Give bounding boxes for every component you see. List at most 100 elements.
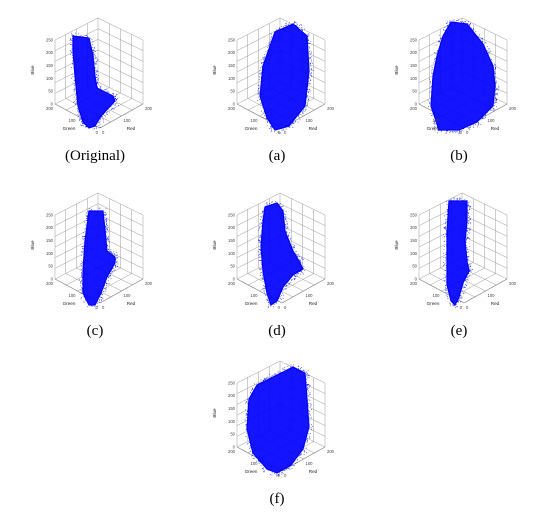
- z-tick-label: 150: [228, 63, 236, 68]
- x-tick-label: 0: [466, 305, 469, 310]
- y-tick-label: 200: [410, 106, 418, 111]
- x-axis-label: Red: [491, 126, 500, 131]
- point-cloud: [446, 200, 470, 307]
- y-tick-label: 200: [46, 106, 54, 111]
- x-axis-label: Red: [309, 469, 318, 474]
- y-tick-label: 0: [96, 130, 99, 135]
- y-axis-label: Green: [427, 301, 440, 306]
- scatter3d-panel-f: 0 50 100 150 200 250 0 0 100 100 200 200 Blue Green Re…: [192, 355, 362, 480]
- z-tick-label: 150: [228, 406, 236, 411]
- z-axis-label: Blue: [212, 65, 217, 75]
- point-cloud-scatter: [244, 364, 313, 477]
- z-tick-label: 250: [228, 37, 236, 42]
- z-tick-label: 100: [228, 76, 236, 81]
- z-tick-label: 150: [410, 63, 418, 68]
- z-tick-label: 50: [230, 432, 235, 437]
- point-cloud: [260, 202, 304, 306]
- y-axis-label: Green: [63, 301, 76, 306]
- y-tick-label: 100: [251, 293, 259, 298]
- x-axis-label: Red: [309, 301, 318, 306]
- y-tick-label: 100: [69, 118, 77, 123]
- z-tick-label: 50: [230, 264, 235, 269]
- y-tick-label: 100: [433, 118, 441, 123]
- x-tick-label: 100: [488, 293, 496, 298]
- x-tick-label: 100: [306, 118, 314, 123]
- y-tick-label: 100: [251, 461, 259, 466]
- z-tick-label: 100: [410, 76, 418, 81]
- x-tick-label: 200: [145, 106, 153, 111]
- scatter3d-panel-c: 0 50 100 150 200 250 0 0 100 100 200 200 Blue Green Re…: [10, 187, 180, 312]
- z-tick-label: 0: [233, 101, 236, 106]
- z-tick-label: 200: [410, 225, 418, 230]
- z-tick-label: 100: [46, 76, 54, 81]
- panel-caption-e: (e): [450, 323, 468, 339]
- x-tick-label: 0: [284, 473, 287, 478]
- y-axis-label: Green: [63, 126, 76, 131]
- y-tick-label: 200: [410, 281, 418, 286]
- panel-caption-f: (f): [269, 491, 285, 507]
- y-tick-label: 0: [278, 473, 281, 478]
- y-axis-label: Green: [245, 301, 258, 306]
- z-tick-label: 250: [228, 212, 236, 217]
- y-tick-label: 200: [228, 449, 236, 454]
- x-tick-label: 0: [466, 130, 469, 135]
- axes-grid: [418, 192, 508, 304]
- y-axis-label: Green: [245, 469, 258, 474]
- z-tick-label: 250: [410, 212, 418, 217]
- y-tick-label: 200: [46, 281, 54, 286]
- z-tick-label: 200: [46, 50, 54, 55]
- x-axis-label: Red: [127, 126, 136, 131]
- z-axis-label: Blue: [30, 65, 35, 75]
- z-tick-label: 250: [46, 37, 54, 42]
- x-tick-label: 0: [284, 305, 287, 310]
- z-tick-label: 0: [51, 101, 54, 106]
- panel-caption-c: (c): [86, 323, 104, 339]
- z-tick-label: 250: [228, 380, 236, 385]
- point-cloud: [82, 210, 116, 306]
- scatter3d-panel-a: 0 50 100 150 200 250 0 0 100 100 200 200 Blue Green Re…: [192, 12, 362, 137]
- x-axis-label: Red: [491, 301, 500, 306]
- y-tick-label: 200: [228, 281, 236, 286]
- z-tick-label: 50: [48, 89, 53, 94]
- z-axis-label: Blue: [212, 408, 217, 418]
- y-tick-label: 0: [460, 305, 463, 310]
- z-tick-label: 50: [412, 264, 417, 269]
- y-tick-label: 100: [433, 293, 441, 298]
- x-tick-label: 100: [124, 118, 132, 123]
- z-tick-label: 200: [228, 393, 236, 398]
- x-axis-label: Red: [309, 126, 318, 131]
- z-tick-label: 150: [46, 63, 54, 68]
- point-cloud-scatter: [257, 21, 314, 134]
- x-tick-label: 100: [124, 293, 132, 298]
- point-cloud-scatter: [69, 32, 119, 130]
- x-axis-label: Red: [127, 301, 136, 306]
- z-tick-label: 0: [233, 444, 236, 449]
- y-tick-label: 0: [278, 305, 281, 310]
- x-tick-label: 200: [327, 449, 335, 454]
- point-cloud-scatter: [427, 19, 500, 134]
- z-tick-label: 0: [51, 276, 54, 281]
- x-tick-label: 200: [327, 281, 335, 286]
- panel-caption-a: (a): [268, 148, 286, 164]
- z-tick-label: 250: [46, 212, 54, 217]
- y-axis-label: Green: [427, 126, 440, 131]
- x-tick-label: 0: [102, 305, 105, 310]
- x-tick-label: 200: [509, 281, 517, 286]
- z-tick-label: 200: [410, 50, 418, 55]
- y-tick-label: 0: [460, 130, 463, 135]
- x-tick-label: 0: [284, 130, 287, 135]
- z-tick-label: 150: [46, 238, 54, 243]
- x-tick-label: 200: [145, 281, 153, 286]
- z-tick-label: 0: [233, 276, 236, 281]
- x-tick-label: 100: [306, 461, 314, 466]
